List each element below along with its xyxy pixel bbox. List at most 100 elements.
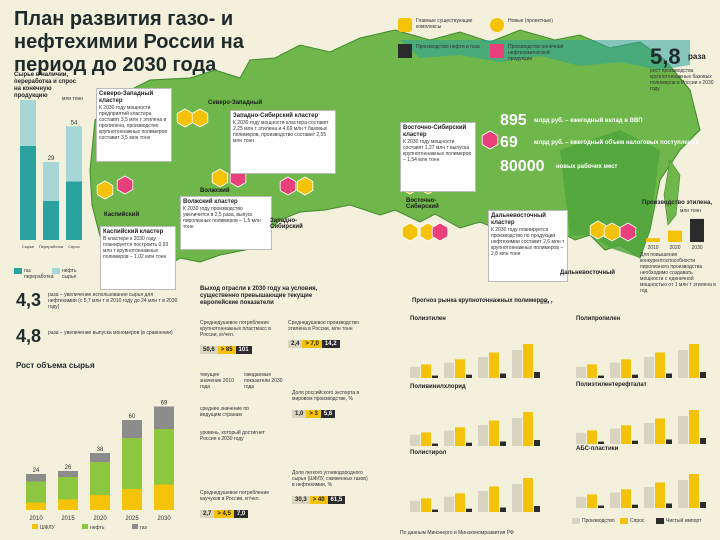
forecast-bar xyxy=(489,420,499,446)
forecast-bar xyxy=(410,434,420,446)
big-stat-text: рост производства крупнотоннажных базовы… xyxy=(650,68,714,92)
comp-note: среднее значение по ведущим странам xyxy=(200,406,249,418)
cluster-hex-icon xyxy=(296,176,314,196)
raw-bar-label: 69 xyxy=(161,401,168,407)
raw-legend-swatch xyxy=(82,524,88,529)
cluster-hex-icon xyxy=(589,220,607,240)
legend-a-swatch xyxy=(14,268,22,274)
left-bar xyxy=(20,145,36,240)
forecast-bar xyxy=(655,482,665,508)
forecast-bar xyxy=(576,432,586,444)
map-east xyxy=(560,130,660,258)
raw-bar xyxy=(26,502,46,510)
forecast-bar xyxy=(455,359,465,378)
raw-bar xyxy=(122,438,142,489)
raw-legend-swatch xyxy=(132,524,138,529)
stat2-value: 4,8 xyxy=(16,326,42,346)
cluster-hex-icon xyxy=(116,175,134,195)
left-bar xyxy=(43,201,59,240)
raw-bar-label: 38 xyxy=(97,447,104,453)
forecast-bar xyxy=(644,487,654,508)
forecast-panel-title: Полиэтилен xyxy=(410,316,446,322)
forecast-bars xyxy=(410,344,706,512)
raw-bar xyxy=(154,406,174,429)
left-bar xyxy=(20,100,36,146)
cluster-name: Каспийский кластер xyxy=(103,229,164,235)
comp-b: > 3 xyxy=(306,410,321,418)
forecast-bar xyxy=(444,430,454,446)
comp-note: уровень, который достигнет Россия к 2030… xyxy=(200,430,265,442)
forecast-bar xyxy=(632,440,638,444)
cluster-text: В кластере к 2030 году планируется постр… xyxy=(103,236,169,260)
forecast-bar xyxy=(621,489,631,508)
raw-cat-label: 2015 xyxy=(61,516,75,522)
left-bar-label: 29 xyxy=(48,156,55,162)
forecast-bar xyxy=(500,507,506,512)
big-stat-unit: раза xyxy=(688,52,706,61)
stat2-text: раза – увеличение выпуска мономеров (в с… xyxy=(48,330,173,336)
forecast-bar xyxy=(598,505,604,508)
raw-cat-label: 2030 xyxy=(157,516,171,522)
forecast-bar xyxy=(632,374,638,378)
forecast-bar xyxy=(700,502,706,508)
ethylene-cat-label: 2030 xyxy=(691,245,702,250)
comparison-item: Доля российского экспорта в мировом прои… xyxy=(292,390,370,420)
cluster-text: К 2030 году мощности составят 1,27 млн т… xyxy=(403,139,471,163)
forecast-bar xyxy=(455,427,465,446)
ethylene-bar xyxy=(646,238,660,242)
forecast-bar xyxy=(523,478,533,512)
forecast-bar xyxy=(500,441,506,446)
cluster-hex-icon xyxy=(619,222,637,242)
comp-c: 101 xyxy=(235,346,252,354)
cluster-name: Восточно-Сибирский кластер xyxy=(403,125,467,138)
prod-note: Для повышения конкурентоспособности пиро… xyxy=(640,252,716,294)
cluster-box-westsiberia: Западно-Сибирский кластер К 2030 году мо… xyxy=(230,110,336,174)
left-unit: млн тонн xyxy=(62,96,84,102)
raw-bar xyxy=(154,484,174,510)
cluster-hex-icon xyxy=(603,222,621,242)
raw-bar xyxy=(122,420,142,438)
comparison-item: Доля легкого углеводородного сырья (ШФЛУ… xyxy=(292,470,370,506)
forecast-bar xyxy=(700,372,706,378)
raw-bar-label: 24 xyxy=(33,468,40,474)
comp-c: 5,6 xyxy=(320,410,336,418)
ethylene-bar xyxy=(668,230,682,242)
legend-b: нефть сырье xyxy=(62,268,77,280)
comp-a: 2,4 xyxy=(288,340,303,348)
forecast-bar xyxy=(478,357,488,378)
raw-bar xyxy=(26,474,46,482)
stat-v3-text: новых рабочих мест xyxy=(556,164,618,170)
refinery-icon xyxy=(398,44,412,58)
left-bar xyxy=(66,181,82,240)
raw-chart-title: Рост объема сырья xyxy=(16,361,95,370)
left-cat-label: Переработка xyxy=(39,244,64,249)
map-ocean xyxy=(400,40,690,70)
region-label: Каспийский xyxy=(104,212,140,218)
region-label: Западно-Сибирский xyxy=(270,218,303,230)
cluster-text: К 2030 году планируется производство по … xyxy=(491,227,565,257)
stat-v1-text: млрд руб. – ежегодный вклад в ВВП xyxy=(534,118,643,124)
raw-bar xyxy=(90,495,110,510)
comparison-item: Среднедушевое потребление крупнотоннажны… xyxy=(200,320,282,356)
forecast-bar xyxy=(534,440,540,446)
forecast-bar xyxy=(432,443,438,446)
forecast-bar xyxy=(666,503,672,508)
cluster-box-caspian: Каспийский кластер В кластере к 2030 год… xyxy=(100,226,176,290)
raw-cat-label: 2010 xyxy=(29,516,43,522)
forecast-bar xyxy=(466,374,472,378)
forecast-bar xyxy=(421,432,431,446)
prod-unit: млн тонн xyxy=(680,208,702,214)
legend-refinery: Производство нефти и газа xyxy=(416,44,480,50)
forecast-bar xyxy=(678,416,688,444)
fc-legend-swatch xyxy=(572,518,580,524)
forecast-bar xyxy=(576,496,586,508)
footer: По данным Минэнерго и Минэкономразвития … xyxy=(400,530,514,536)
cluster-hex-icon xyxy=(401,222,419,242)
raw-bar-label: 60 xyxy=(129,414,136,420)
forecast-bar xyxy=(410,366,420,378)
legend-b-swatch xyxy=(52,268,60,274)
cluster-box-volga: Волжский кластер К 2030 году производств… xyxy=(180,196,272,250)
raw-legend-swatch xyxy=(32,524,38,529)
page-title: План развития газо- и нефтехимии России … xyxy=(14,8,244,76)
raw-bar xyxy=(58,499,78,510)
